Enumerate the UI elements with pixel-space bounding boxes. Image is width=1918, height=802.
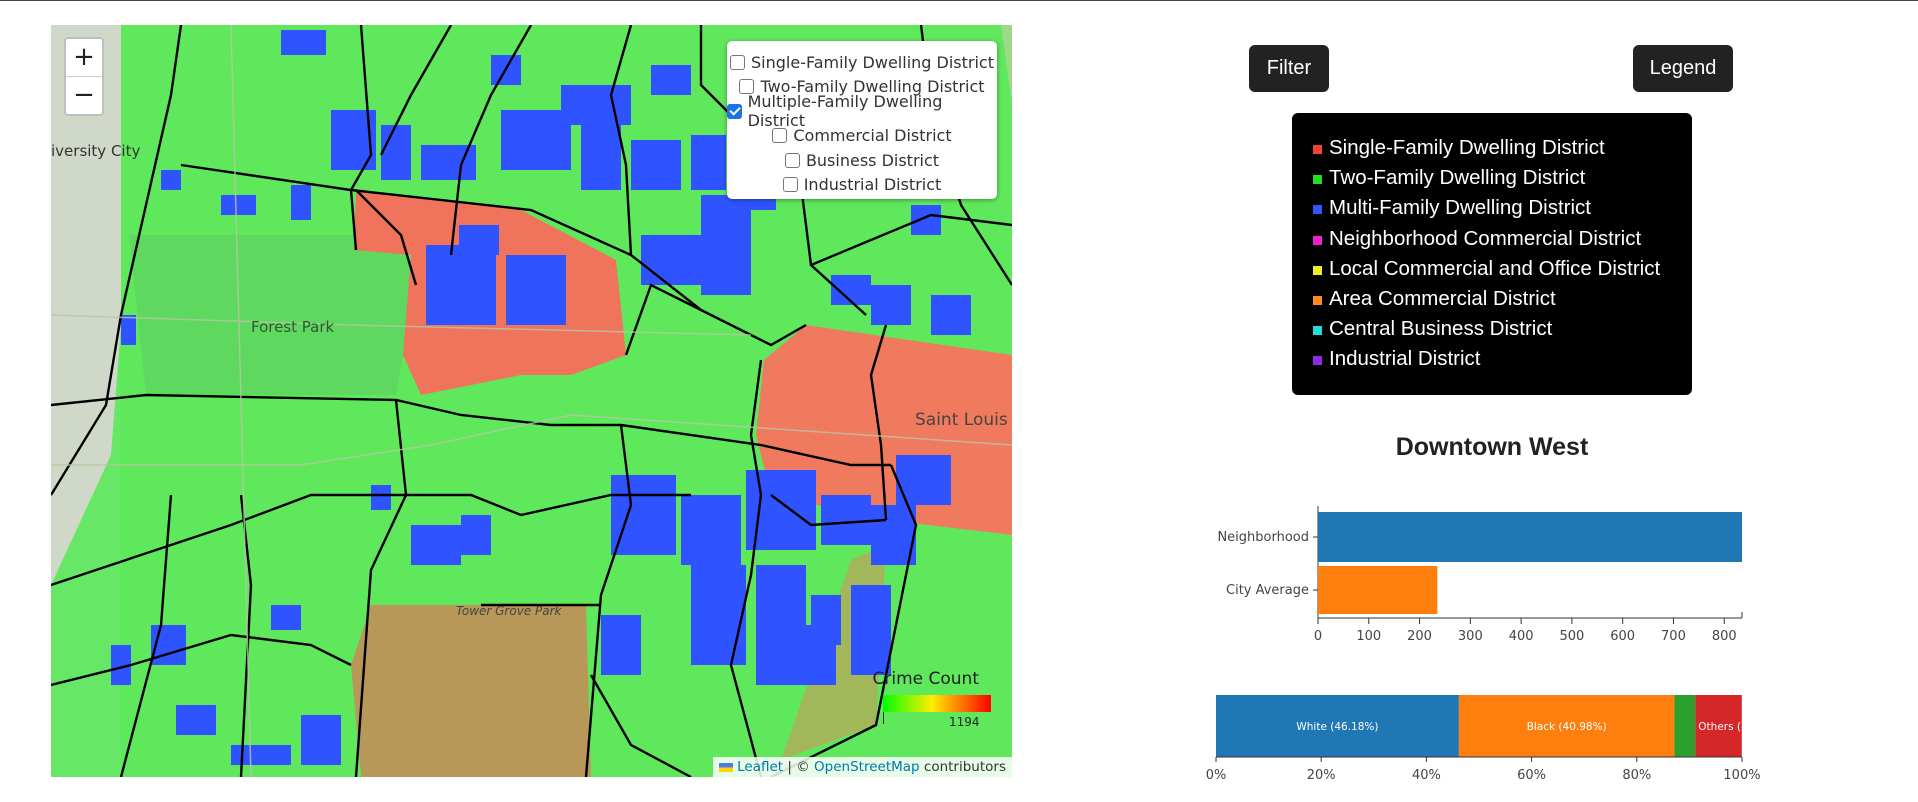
- osm-link[interactable]: OpenStreetMap: [814, 759, 920, 775]
- label-saint-louis: Saint Louis: [915, 410, 1008, 430]
- crime-tick-min: [883, 712, 884, 724]
- legend-item: Industrial District: [1313, 344, 1692, 374]
- ukraine-flag-icon: [719, 763, 734, 772]
- legend-label: Industrial District: [1329, 347, 1481, 371]
- legend-label: Central Business District: [1329, 317, 1553, 341]
- legend-label: Local Commercial and Office District: [1329, 256, 1661, 280]
- label-tower-grove: Tower Grove Park: [456, 604, 563, 618]
- checkbox[interactable]: [730, 54, 746, 70]
- zoom-out-button[interactable]: −: [73, 80, 95, 110]
- legend-label: Area Commercial District: [1329, 287, 1556, 311]
- legend-swatch: [1313, 326, 1322, 336]
- stack-segment-label: Others (8.84: [1698, 721, 1764, 733]
- stack-x-tick-label: 0%: [1206, 768, 1227, 783]
- checkbox-checked[interactable]: [727, 103, 742, 119]
- legend-item: Central Business District: [1313, 314, 1692, 344]
- x-tick-label: 100: [1356, 629, 1381, 644]
- checkbox[interactable]: [772, 128, 788, 144]
- layer-label: Business District: [805, 150, 940, 170]
- checkbox[interactable]: [782, 177, 798, 193]
- stack-x-tick-label: 40%: [1412, 768, 1441, 783]
- layer-commercial[interactable]: Commercial District: [727, 124, 997, 149]
- bar-city-average: [1318, 566, 1438, 614]
- x-tick-label: 500: [1559, 629, 1584, 644]
- attribution-separator: | ©: [783, 759, 815, 775]
- zoning-map[interactable]: iversity City Forest Park Saint Louis To…: [51, 25, 1012, 777]
- bar-neighborhood: [1318, 512, 1742, 562]
- legend-swatch: [1313, 205, 1322, 215]
- legend-item: Neighborhood Commercial District: [1313, 224, 1692, 254]
- top-border: [0, 0, 1918, 1]
- x-tick-label: 600: [1610, 629, 1635, 644]
- x-tick-label: 300: [1458, 629, 1483, 644]
- stack-x-tick-label: 20%: [1307, 768, 1336, 783]
- stack-segment-3: [1695, 695, 1742, 757]
- neighborhood-title: Downtown West: [1395, 433, 1589, 461]
- layer-industrial[interactable]: Industrial District: [727, 173, 997, 198]
- checkbox[interactable]: [784, 152, 800, 168]
- stack-segment-0: [1216, 695, 1459, 757]
- legend-button[interactable]: Legend: [1633, 45, 1733, 92]
- stack-segment-label: Black (40.98%): [1527, 721, 1607, 733]
- layer-control: Single-Family Dwelling District Two-Fami…: [727, 41, 997, 199]
- x-tick-label: 700: [1661, 629, 1686, 644]
- legend-label: Two-Family Dwelling District: [1329, 166, 1586, 190]
- label-forest-park: Forest Park: [251, 318, 335, 336]
- crime-legend-title: Crime Count: [872, 669, 980, 689]
- layer-label: Commercial District: [793, 126, 952, 146]
- map-attribution: Leaflet | © OpenStreetMap contributors: [713, 757, 1012, 777]
- crime-tick-max: 1194: [949, 715, 980, 729]
- legend-swatch: [1313, 296, 1322, 306]
- zoom-in-button[interactable]: +: [66, 39, 102, 77]
- stack-x-tick-label: 60%: [1517, 768, 1546, 783]
- y-tick-label: City Average: [1226, 583, 1309, 598]
- legend-label: Multi-Family Dwelling District: [1329, 196, 1591, 220]
- stack-x-tick-label: 100%: [1723, 768, 1760, 783]
- layer-label: Industrial District: [803, 175, 942, 195]
- legend-item: Area Commercial District: [1313, 284, 1692, 314]
- legend-item: Multi-Family Dwelling District: [1313, 193, 1692, 223]
- crime-count-legend: Crime Count 1194: [873, 669, 991, 730]
- label-university-city: iversity City: [51, 142, 140, 160]
- checkbox[interactable]: [739, 79, 755, 95]
- layer-two-family[interactable]: Two-Family Dwelling District: [727, 75, 997, 100]
- leaflet-link[interactable]: Leaflet: [737, 759, 784, 775]
- y-tick-label: Neighborhood: [1217, 530, 1309, 545]
- legend-swatch: [1313, 356, 1322, 366]
- legend-swatch: [1313, 265, 1322, 275]
- stack-x-tick-label: 80%: [1622, 768, 1651, 783]
- layer-label: Single-Family Dwelling District: [751, 52, 994, 72]
- stack-segment-2: [1674, 695, 1696, 757]
- legend-item: Two-Family Dwelling District: [1313, 163, 1692, 193]
- x-tick-label: 0: [1314, 629, 1322, 644]
- legend-label: Neighborhood Commercial District: [1329, 226, 1642, 250]
- legend-item: Single-Family Dwelling District: [1313, 133, 1692, 163]
- attribution-suffix: contributors: [919, 759, 1006, 775]
- legend-panel: Single-Family Dwelling District Two-Famil…: [1292, 113, 1692, 395]
- x-tick-label: 200: [1407, 629, 1432, 644]
- layer-business[interactable]: Business District: [727, 148, 997, 173]
- layer-label: Two-Family Dwelling District: [760, 77, 985, 97]
- legend-swatch: [1313, 175, 1322, 185]
- layer-label: Multiple-Family Dwelling District: [747, 92, 943, 131]
- x-tick-label: 400: [1509, 629, 1534, 644]
- layer-multiple-family[interactable]: Multiple-Family Dwelling District: [727, 92, 997, 130]
- legend-swatch: [1313, 145, 1322, 155]
- legend-label: Single-Family Dwelling District: [1329, 136, 1605, 160]
- legend-item: Local Commercial and Office District: [1313, 254, 1692, 284]
- legend-swatch: [1313, 235, 1322, 245]
- crime-gradient-bar: [883, 695, 991, 712]
- stack-segment-label: White (46.18%): [1296, 721, 1378, 733]
- layer-single-family[interactable]: Single-Family Dwelling District: [727, 50, 997, 75]
- zoom-control: + −: [64, 37, 104, 116]
- x-tick-label: 800: [1712, 629, 1737, 644]
- stack-segment-1: [1458, 695, 1675, 757]
- filter-button[interactable]: Filter: [1249, 45, 1329, 92]
